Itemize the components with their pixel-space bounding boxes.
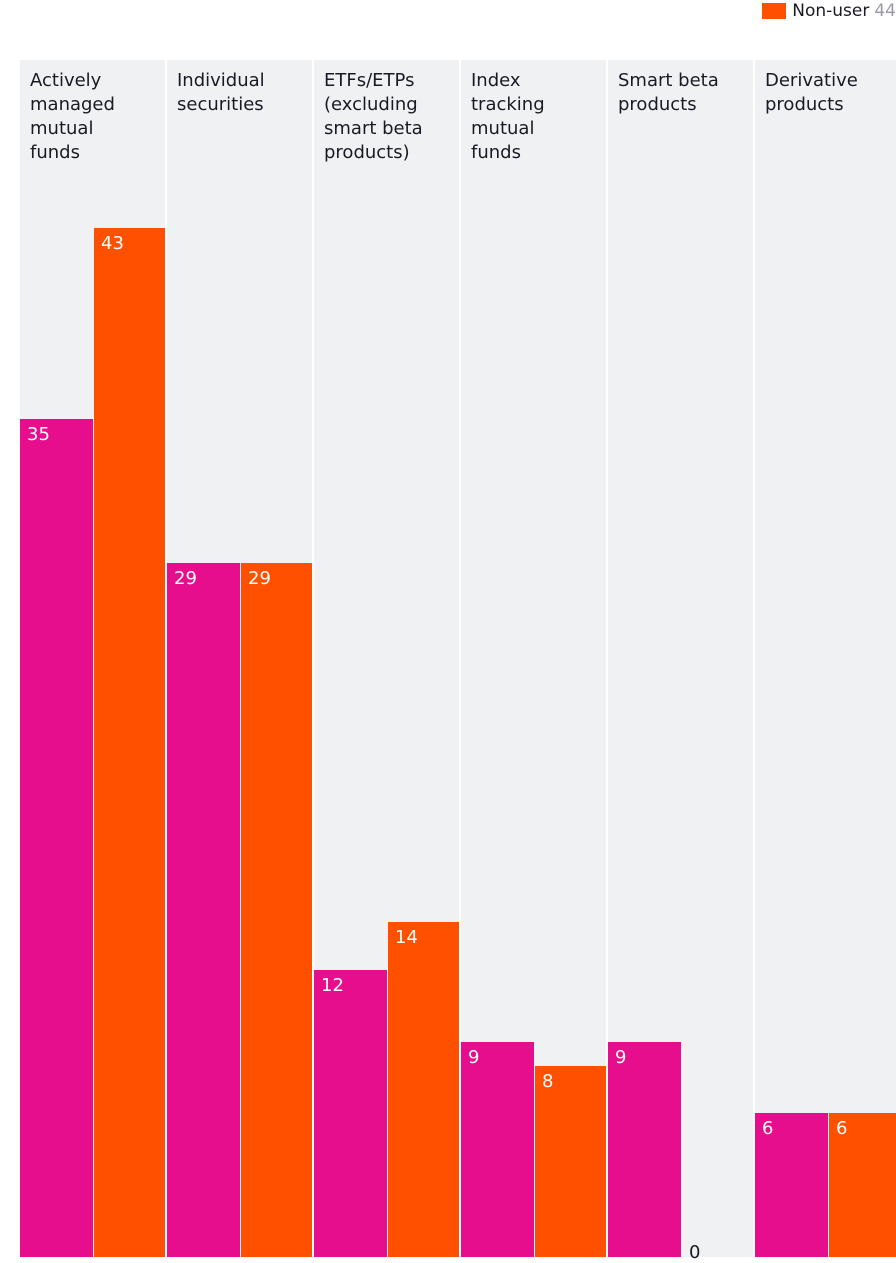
category-label: ETFs/ETPs (excluding smart beta products… xyxy=(324,70,423,163)
bar-series-1 xyxy=(829,1113,896,1257)
category-label: Smart beta products xyxy=(618,70,719,115)
bar-series-1 xyxy=(388,921,461,1257)
category-divider xyxy=(753,60,755,1257)
category-divider xyxy=(606,60,608,1257)
bar-value-label: 29 xyxy=(248,568,271,590)
bar-value-label: 9 xyxy=(468,1046,480,1068)
bar-series-0 xyxy=(314,969,387,1257)
bar-value-label: 6 xyxy=(836,1118,848,1140)
legend-count-non-user: 44 xyxy=(874,0,896,21)
category-divider xyxy=(459,60,461,1257)
category-divider xyxy=(312,60,314,1257)
chart-plot-area: Actively managed mutual funds 35 43 Individ… xyxy=(20,60,896,1263)
category-label: Actively managed mutual funds xyxy=(30,70,115,163)
bar-value-label: 29 xyxy=(174,568,197,590)
bar-series-1 xyxy=(241,563,314,1257)
bar-value-label: 6 xyxy=(762,1118,774,1140)
bar-series-0 xyxy=(755,1113,828,1257)
bar-series-0 xyxy=(167,563,240,1257)
legend-swatch-non-user xyxy=(762,3,787,19)
bar-value-label: 12 xyxy=(321,974,344,996)
bar-value-label: 43 xyxy=(101,233,124,254)
bar-series-0 xyxy=(20,419,93,1257)
bar-series-1 xyxy=(535,1065,608,1257)
category-divider xyxy=(165,60,167,1257)
bar-series-0 xyxy=(608,1041,681,1257)
bar-value-label: 9 xyxy=(615,1046,627,1068)
bar-value-label: 14 xyxy=(395,926,418,948)
category-label: Derivative products xyxy=(765,70,858,115)
chart-legend: Non-user 44 xyxy=(762,0,896,22)
bar-series-0 xyxy=(461,1041,534,1257)
bar-value-label: 35 xyxy=(27,424,50,446)
bar-series-1 xyxy=(94,228,167,1257)
bar-value-label: 0 xyxy=(689,1242,701,1263)
legend-label-non-user: Non-user xyxy=(792,0,870,21)
category-label: Individual securities xyxy=(177,70,265,115)
bar-value-label: 8 xyxy=(542,1070,554,1092)
category-label: Index tracking mutual funds xyxy=(471,70,545,163)
